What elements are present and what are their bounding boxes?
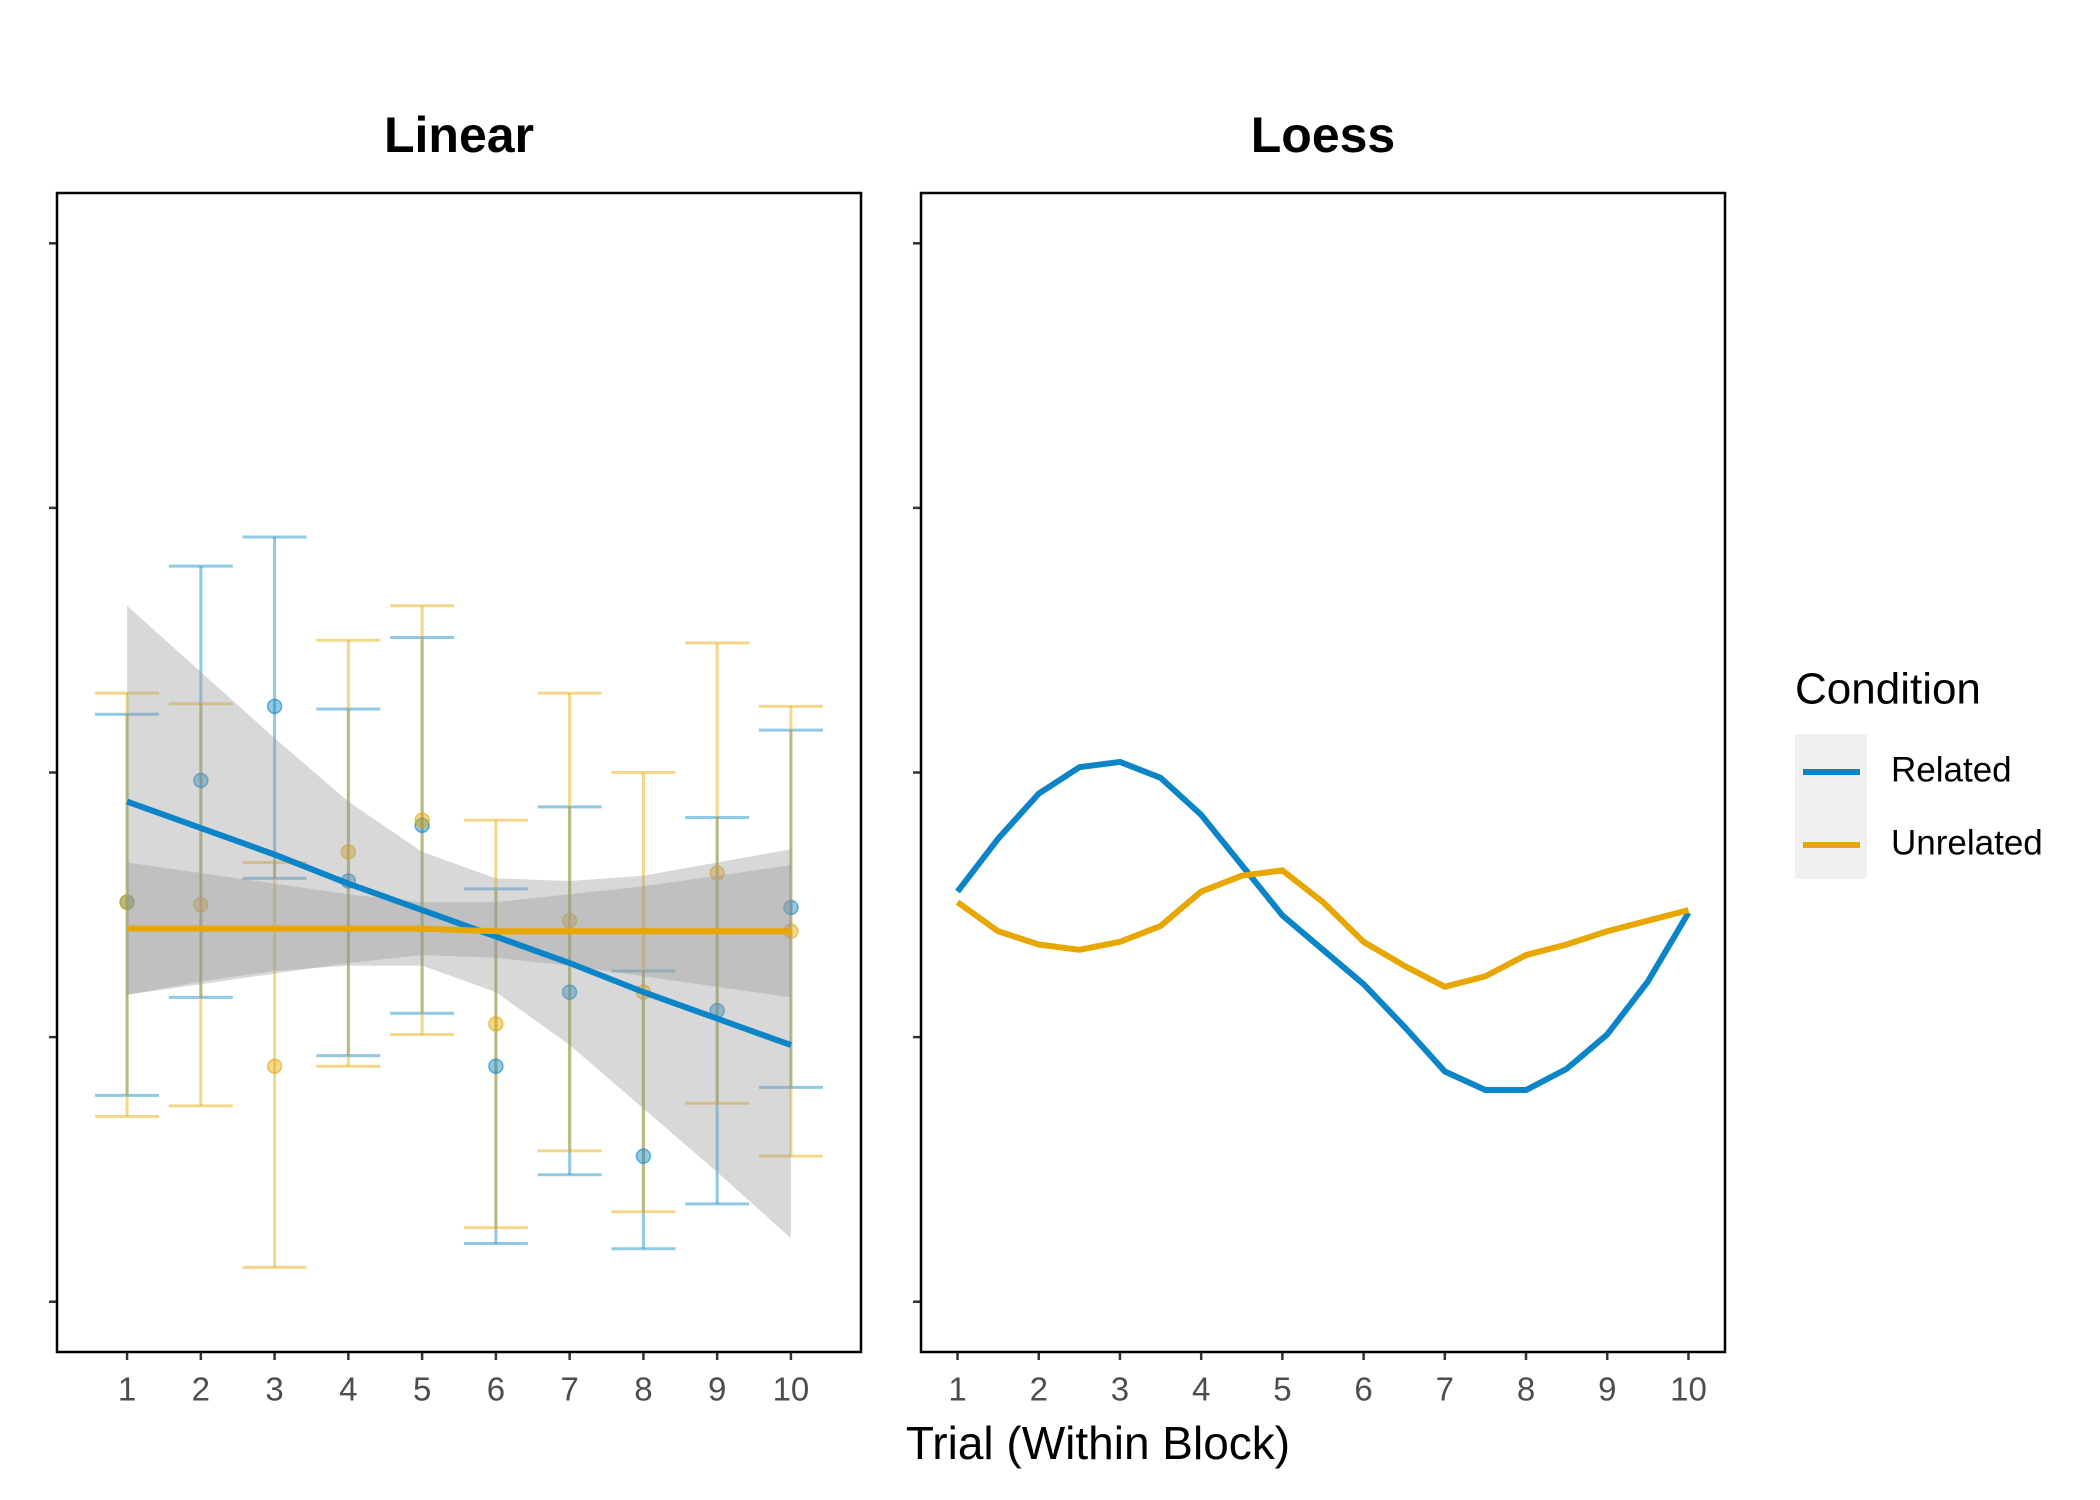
x-tick-label: 2 [192, 1371, 210, 1408]
error-bar [611, 969, 676, 1251]
loess-line [955, 867, 1690, 990]
fit-line [127, 925, 791, 935]
x-tick-label: 10 [773, 1371, 810, 1408]
x-tick-label: 7 [1436, 1371, 1454, 1408]
x-tick-label: 3 [265, 1371, 283, 1408]
error-bar [168, 564, 233, 999]
panel-frame [919, 191, 1727, 1354]
x-tick-label: 1 [948, 1371, 966, 1408]
x-tick-label: 9 [1598, 1371, 1616, 1408]
panel-frame [55, 191, 863, 1354]
point [414, 817, 430, 834]
x-tick-label: 4 [1192, 1371, 1210, 1408]
x-tick-label: 10 [1670, 1371, 1707, 1408]
point [193, 897, 209, 913]
panel-title: Loess [1251, 107, 1396, 163]
x-tick-label: 6 [1354, 1371, 1372, 1408]
error-bar [463, 887, 528, 1246]
x-tick-label: 6 [487, 1371, 505, 1408]
x-tick-label: 3 [1111, 1371, 1129, 1408]
point [561, 984, 578, 1000]
point [561, 912, 578, 929]
point [488, 1016, 504, 1032]
error-bar [316, 638, 381, 1068]
x-axis-title: Trial (Within Block) [906, 1417, 1290, 1469]
x-tick-label: 4 [339, 1371, 357, 1408]
x-tick-label: 9 [708, 1371, 726, 1408]
x-tick-label: 8 [1517, 1371, 1535, 1408]
error-bar [242, 535, 307, 880]
x-tick-label: 1 [118, 1371, 136, 1408]
legend-title: Condition [1795, 665, 1981, 714]
error-bar [95, 712, 160, 1097]
error-bar [537, 691, 602, 1153]
x-tick-label: 5 [1273, 1371, 1291, 1408]
legend-label: Unrelated [1891, 823, 2043, 862]
error-bar [537, 805, 602, 1177]
error-bar [758, 728, 823, 1089]
error-bar [390, 604, 455, 1036]
legend-label: Related [1891, 750, 2012, 789]
x-tick-label: 8 [634, 1371, 652, 1408]
fit-line [126, 798, 792, 1048]
error-bar [463, 818, 528, 1230]
point [266, 698, 283, 715]
error-bar [168, 702, 233, 1108]
panel-title: Linear [384, 107, 534, 163]
point [783, 899, 799, 916]
error-bar [95, 691, 160, 1118]
legend-key-background [1795, 734, 1867, 879]
x-tick-label: 5 [413, 1371, 431, 1408]
error-bar [685, 815, 750, 1206]
error-bar [685, 641, 750, 1105]
loess-line [955, 758, 1692, 1094]
x-tick-label: 2 [1030, 1371, 1048, 1408]
point [488, 1058, 504, 1074]
point [635, 1148, 652, 1164]
x-tick-label: 7 [560, 1371, 578, 1408]
point [340, 844, 357, 860]
point [193, 772, 209, 789]
error-bar [390, 636, 455, 1015]
point [414, 812, 430, 828]
point [266, 1058, 283, 1074]
point [709, 865, 725, 881]
point [119, 894, 135, 910]
